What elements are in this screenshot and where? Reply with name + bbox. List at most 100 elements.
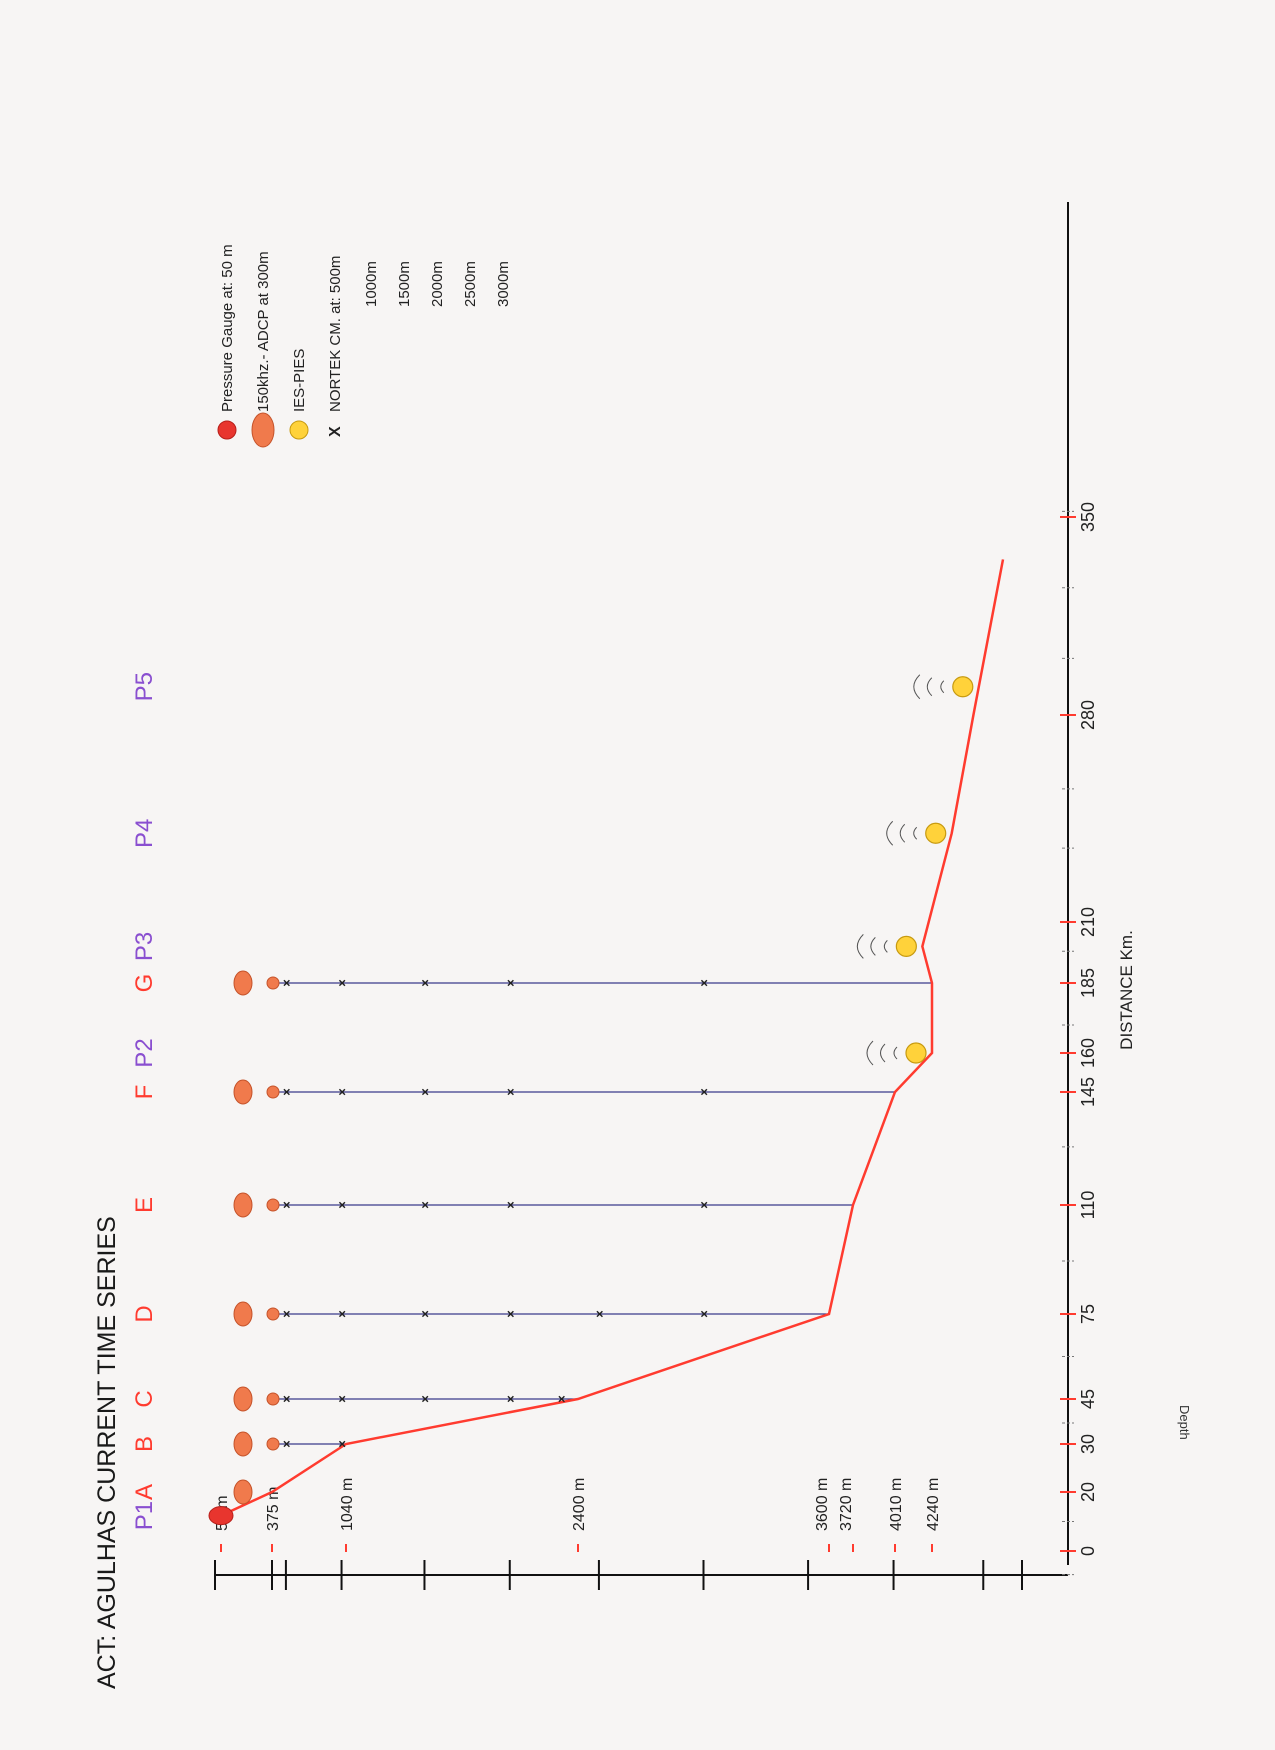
acoustic-signal-arc — [899, 823, 906, 843]
acoustic-signal-arc — [880, 1043, 886, 1063]
bathymetry-line — [220, 559, 1005, 1517]
nortek-current-meter: × — [335, 1310, 350, 1318]
mooring-site-label: C — [131, 1390, 158, 1407]
distance-axis-tick-label: 110 — [1078, 1191, 1098, 1220]
nortek-current-meter: × — [554, 1395, 569, 1403]
mooring-labels: P1 P2 P3 P4 P5 A B C D E F G — [131, 672, 158, 1530]
legend-nortek-depth: 3000m — [495, 261, 512, 307]
adcp-instrument — [266, 1198, 280, 1212]
distance-axis-tick-label: 350 — [1078, 502, 1098, 532]
adcp-float — [233, 1079, 253, 1105]
nortek-current-meter: × — [697, 1201, 712, 1209]
nortek-current-meter: × — [335, 1201, 350, 1209]
nortek-current-meter: × — [697, 1310, 712, 1318]
mooring-site-label: B — [131, 1436, 158, 1452]
legend-ies-pies-symbol — [289, 420, 309, 440]
distance-axis-tick-label: 20 — [1078, 1482, 1098, 1502]
mooring-site-label: E — [131, 1197, 158, 1213]
depth-labels: 50 m 375 m 1040 m 2400 m 3600 m 3720 m 4… — [214, 1478, 942, 1531]
pies-site-label: P5 — [131, 672, 158, 701]
acoustic-signal-arc — [926, 677, 933, 697]
distance-axis-tick-label: 185 — [1078, 968, 1098, 998]
legend: Pressure Gauge at: 50 m 150khz.- ADCP at… — [217, 244, 512, 448]
adcp-instrument — [266, 1085, 280, 1099]
distance-axis: 0 20 30 45 75 110 145 160 185 210 280 350 DISTANCE … — [1060, 202, 1136, 1576]
distance-axis-tick-label: 210 — [1078, 907, 1098, 937]
nortek-current-meter: × — [279, 1440, 294, 1448]
ies-pies-instrument — [925, 822, 947, 844]
legend-nortek-label: NORTEK CM. at: 500m — [327, 256, 344, 412]
nortek-current-meter: × — [279, 1395, 294, 1403]
depth-label-4010: 4010 m — [888, 1478, 905, 1531]
nortek-current-meter: × — [417, 1201, 432, 1209]
acoustic-signal-arc — [886, 820, 894, 846]
acoustic-signal-arc — [856, 934, 864, 959]
nortek-current-meter: × — [697, 1088, 712, 1096]
nortek-current-meter: × — [279, 1310, 294, 1318]
adcp-float — [233, 1386, 253, 1412]
distance-axis-tick-label: 75 — [1078, 1304, 1098, 1324]
pies-site-label: P3 — [131, 932, 158, 961]
legend-nortek-depth: 2000m — [429, 261, 446, 307]
depth-label-3600: 3600 m — [814, 1478, 831, 1531]
nortek-current-meter: × — [417, 1310, 432, 1318]
nortek-current-meter: × — [503, 1088, 518, 1096]
distance-axis-tick-label: 0 — [1078, 1546, 1098, 1556]
depth-axis: Depth — [214, 1405, 1192, 1590]
ies-pies-instrument — [905, 1042, 927, 1064]
depth-axis-title: Depth — [1177, 1405, 1192, 1440]
mooring-lines — [270, 982, 932, 1493]
pressure-gauge — [208, 1506, 234, 1526]
nortek-current-meter: × — [503, 979, 518, 987]
nortek-current-meter: × — [279, 1201, 294, 1209]
adcp-instrument — [266, 976, 280, 990]
legend-ies-pies-label: IES-PIES — [291, 349, 308, 412]
nortek-current-meter: × — [279, 979, 294, 987]
acoustic-signal-arc — [870, 937, 876, 956]
depth-axis-ticks — [214, 1544, 1023, 1590]
ies-pies-instrument — [952, 676, 974, 698]
adcp-float — [233, 1431, 253, 1457]
mooring-site-label: D — [131, 1305, 158, 1322]
pies-site-label: P1 — [131, 1501, 158, 1530]
nortek-current-meter: × — [697, 979, 712, 987]
distance-axis-tick-label: 145 — [1078, 1077, 1098, 1107]
acoustic-signal-arc — [866, 1040, 874, 1066]
nortek-current-meter: × — [503, 1395, 518, 1403]
nortek-current-meter: × — [335, 1395, 350, 1403]
instruments: × × × × × × × × × × × × × × × × × × × × × × × × × × × × — [208, 674, 974, 1526]
distance-axis-ticks: 0 20 30 45 75 110 145 160 185 210 280 350 — [1060, 502, 1098, 1576]
legend-pressure-gauge-label: Pressure Gauge at: 50 m — [219, 244, 236, 412]
nortek-current-meter: × — [503, 1310, 518, 1318]
pies-site-label: P4 — [131, 819, 158, 848]
acoustic-signal-arc — [913, 674, 921, 700]
ies-pies-instrument — [895, 935, 917, 958]
legend-adcp-label: 150khz.- ADCP at 300m — [255, 251, 272, 412]
distance-axis-tick-label: 280 — [1078, 700, 1098, 730]
legend-adcp-symbol — [251, 412, 275, 448]
nortek-current-meter: × — [417, 1088, 432, 1096]
legend-nortek-symbol: X — [327, 426, 344, 437]
pies-site-label: P2 — [131, 1038, 158, 1067]
mooring-site-label: G — [131, 974, 158, 993]
acoustic-signal-arc — [893, 1046, 898, 1060]
mooring-site-label: F — [131, 1085, 158, 1100]
depth-label-3720: 3720 m — [838, 1478, 855, 1531]
distance-axis-title: DISTANCE Km. — [1117, 930, 1136, 1050]
legend-pressure-gauge-symbol — [217, 420, 237, 440]
nortek-current-meter: × — [503, 1201, 518, 1209]
legend-nortek-depth: 2500m — [462, 261, 479, 307]
nortek-current-meter: × — [592, 1310, 607, 1318]
acoustic-signal-arc — [940, 680, 945, 694]
depth-label-375: 375 m — [265, 1487, 282, 1531]
distance-axis-tick-label: 30 — [1078, 1434, 1098, 1454]
adcp-float — [233, 1301, 253, 1327]
distance-axis-tick-label: 160 — [1078, 1038, 1098, 1068]
acoustic-signal-arc — [913, 826, 918, 840]
depth-label-2400: 2400 m — [571, 1478, 588, 1531]
nortek-current-meter: × — [417, 1395, 432, 1403]
adcp-float — [233, 1479, 253, 1505]
adcp-instrument — [266, 1392, 280, 1406]
